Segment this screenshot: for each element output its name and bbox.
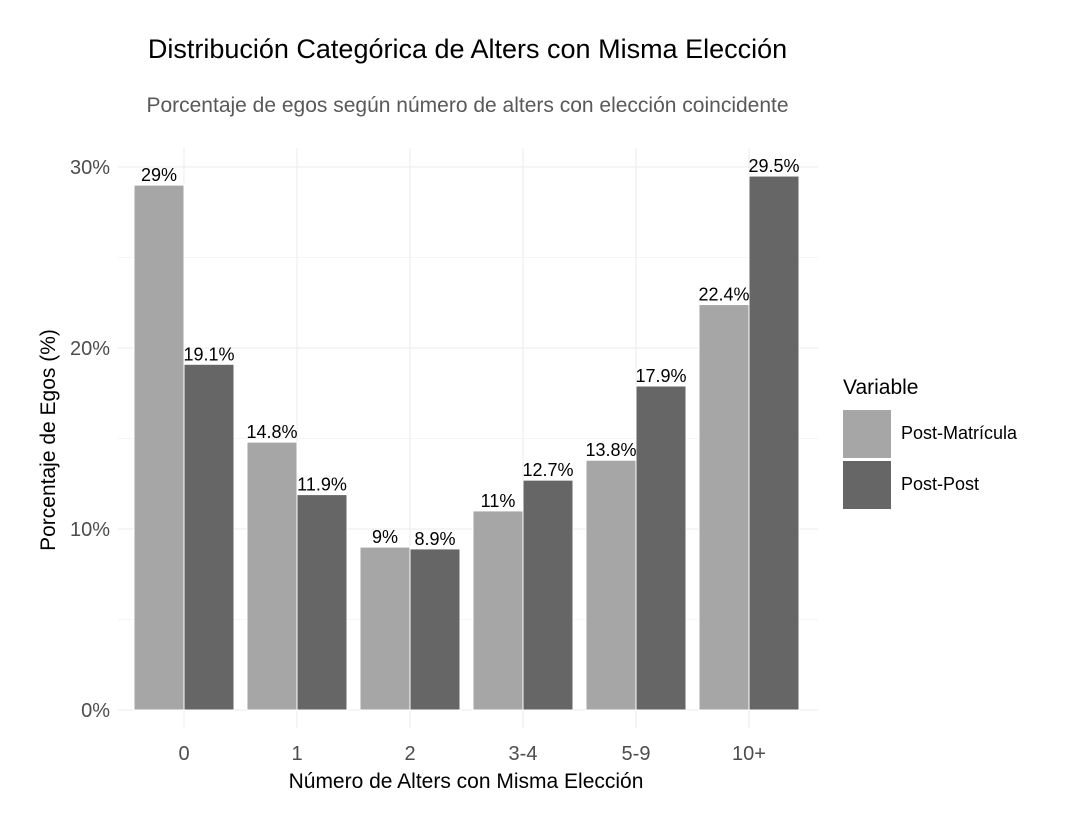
bars bbox=[133, 175, 800, 711]
data-label: 8.9% bbox=[414, 529, 455, 549]
y-tick-label: 10% bbox=[70, 519, 110, 541]
data-label: 29% bbox=[141, 165, 177, 185]
data-label: 29.5% bbox=[748, 156, 799, 176]
data-labels: 29% 14.8% 9% 11% 13.8% 22.4% 19.1% 11.9% 8.9% 12.… bbox=[141, 156, 800, 549]
legend-swatch bbox=[843, 460, 891, 509]
x-tick-label: 10+ bbox=[732, 743, 766, 765]
legend-label: Post-Matrícula bbox=[901, 423, 1018, 443]
legend-swatch bbox=[843, 409, 891, 458]
bar-post-matricula-10+ bbox=[698, 304, 750, 711]
x-tick-label: 3-4 bbox=[509, 743, 538, 765]
x-axis-label: Número de Alters con Misma Elección bbox=[289, 770, 644, 793]
y-tick-label: 0% bbox=[81, 700, 110, 722]
bar-post-matricula-1 bbox=[246, 441, 298, 711]
chart-title: Distribución Categórica de Alters con Mi… bbox=[147, 34, 788, 64]
legend-item-post-post: Post-Post bbox=[843, 459, 1017, 510]
data-label: 11% bbox=[481, 491, 516, 511]
bar-post-post-5-9 bbox=[635, 385, 687, 711]
bar-post-matricula-3-4 bbox=[472, 510, 524, 711]
data-label: 9% bbox=[372, 527, 398, 547]
bar-post-matricula-0 bbox=[133, 184, 185, 711]
data-label: 22.4% bbox=[698, 285, 749, 305]
legend: Variable Post-Matrícula Post-Post bbox=[843, 376, 1017, 510]
bar-post-matricula-5-9 bbox=[585, 459, 637, 711]
data-label: 11.9% bbox=[297, 475, 347, 495]
x-axis-ticks: 0 1 2 3-4 5-9 10+ bbox=[178, 743, 766, 765]
y-tick-label: 30% bbox=[70, 157, 110, 179]
bar-post-matricula-2 bbox=[359, 546, 411, 711]
data-label: 12.7% bbox=[522, 460, 573, 480]
data-label: 13.8% bbox=[585, 440, 636, 460]
x-tick-label: 2 bbox=[404, 743, 415, 765]
legend-label: Post-Post bbox=[901, 474, 980, 494]
bar-post-post-10+ bbox=[748, 175, 800, 711]
bar-post-post-1 bbox=[296, 494, 348, 711]
y-axis-label: Porcentaje de Egos (%) bbox=[37, 329, 60, 551]
x-tick-label: 5-9 bbox=[622, 743, 651, 765]
data-label: 19.1% bbox=[183, 344, 234, 364]
x-tick-label: 1 bbox=[291, 743, 302, 765]
bar-post-post-3-4 bbox=[522, 479, 574, 711]
y-tick-label: 20% bbox=[70, 338, 110, 360]
data-label: 17.9% bbox=[635, 366, 686, 386]
y-axis-ticks: 0% 10% 20% 30% bbox=[70, 157, 110, 722]
bar-post-post-2 bbox=[409, 548, 461, 711]
chart-subtitle: Porcentaje de egos según número de alter… bbox=[146, 94, 789, 117]
legend-item-post-matricula: Post-Matrícula bbox=[843, 408, 1017, 459]
bar-post-post-0 bbox=[183, 363, 235, 711]
x-tick-label: 0 bbox=[178, 743, 189, 765]
legend-title: Variable bbox=[843, 376, 919, 399]
data-label: 14.8% bbox=[246, 422, 297, 442]
